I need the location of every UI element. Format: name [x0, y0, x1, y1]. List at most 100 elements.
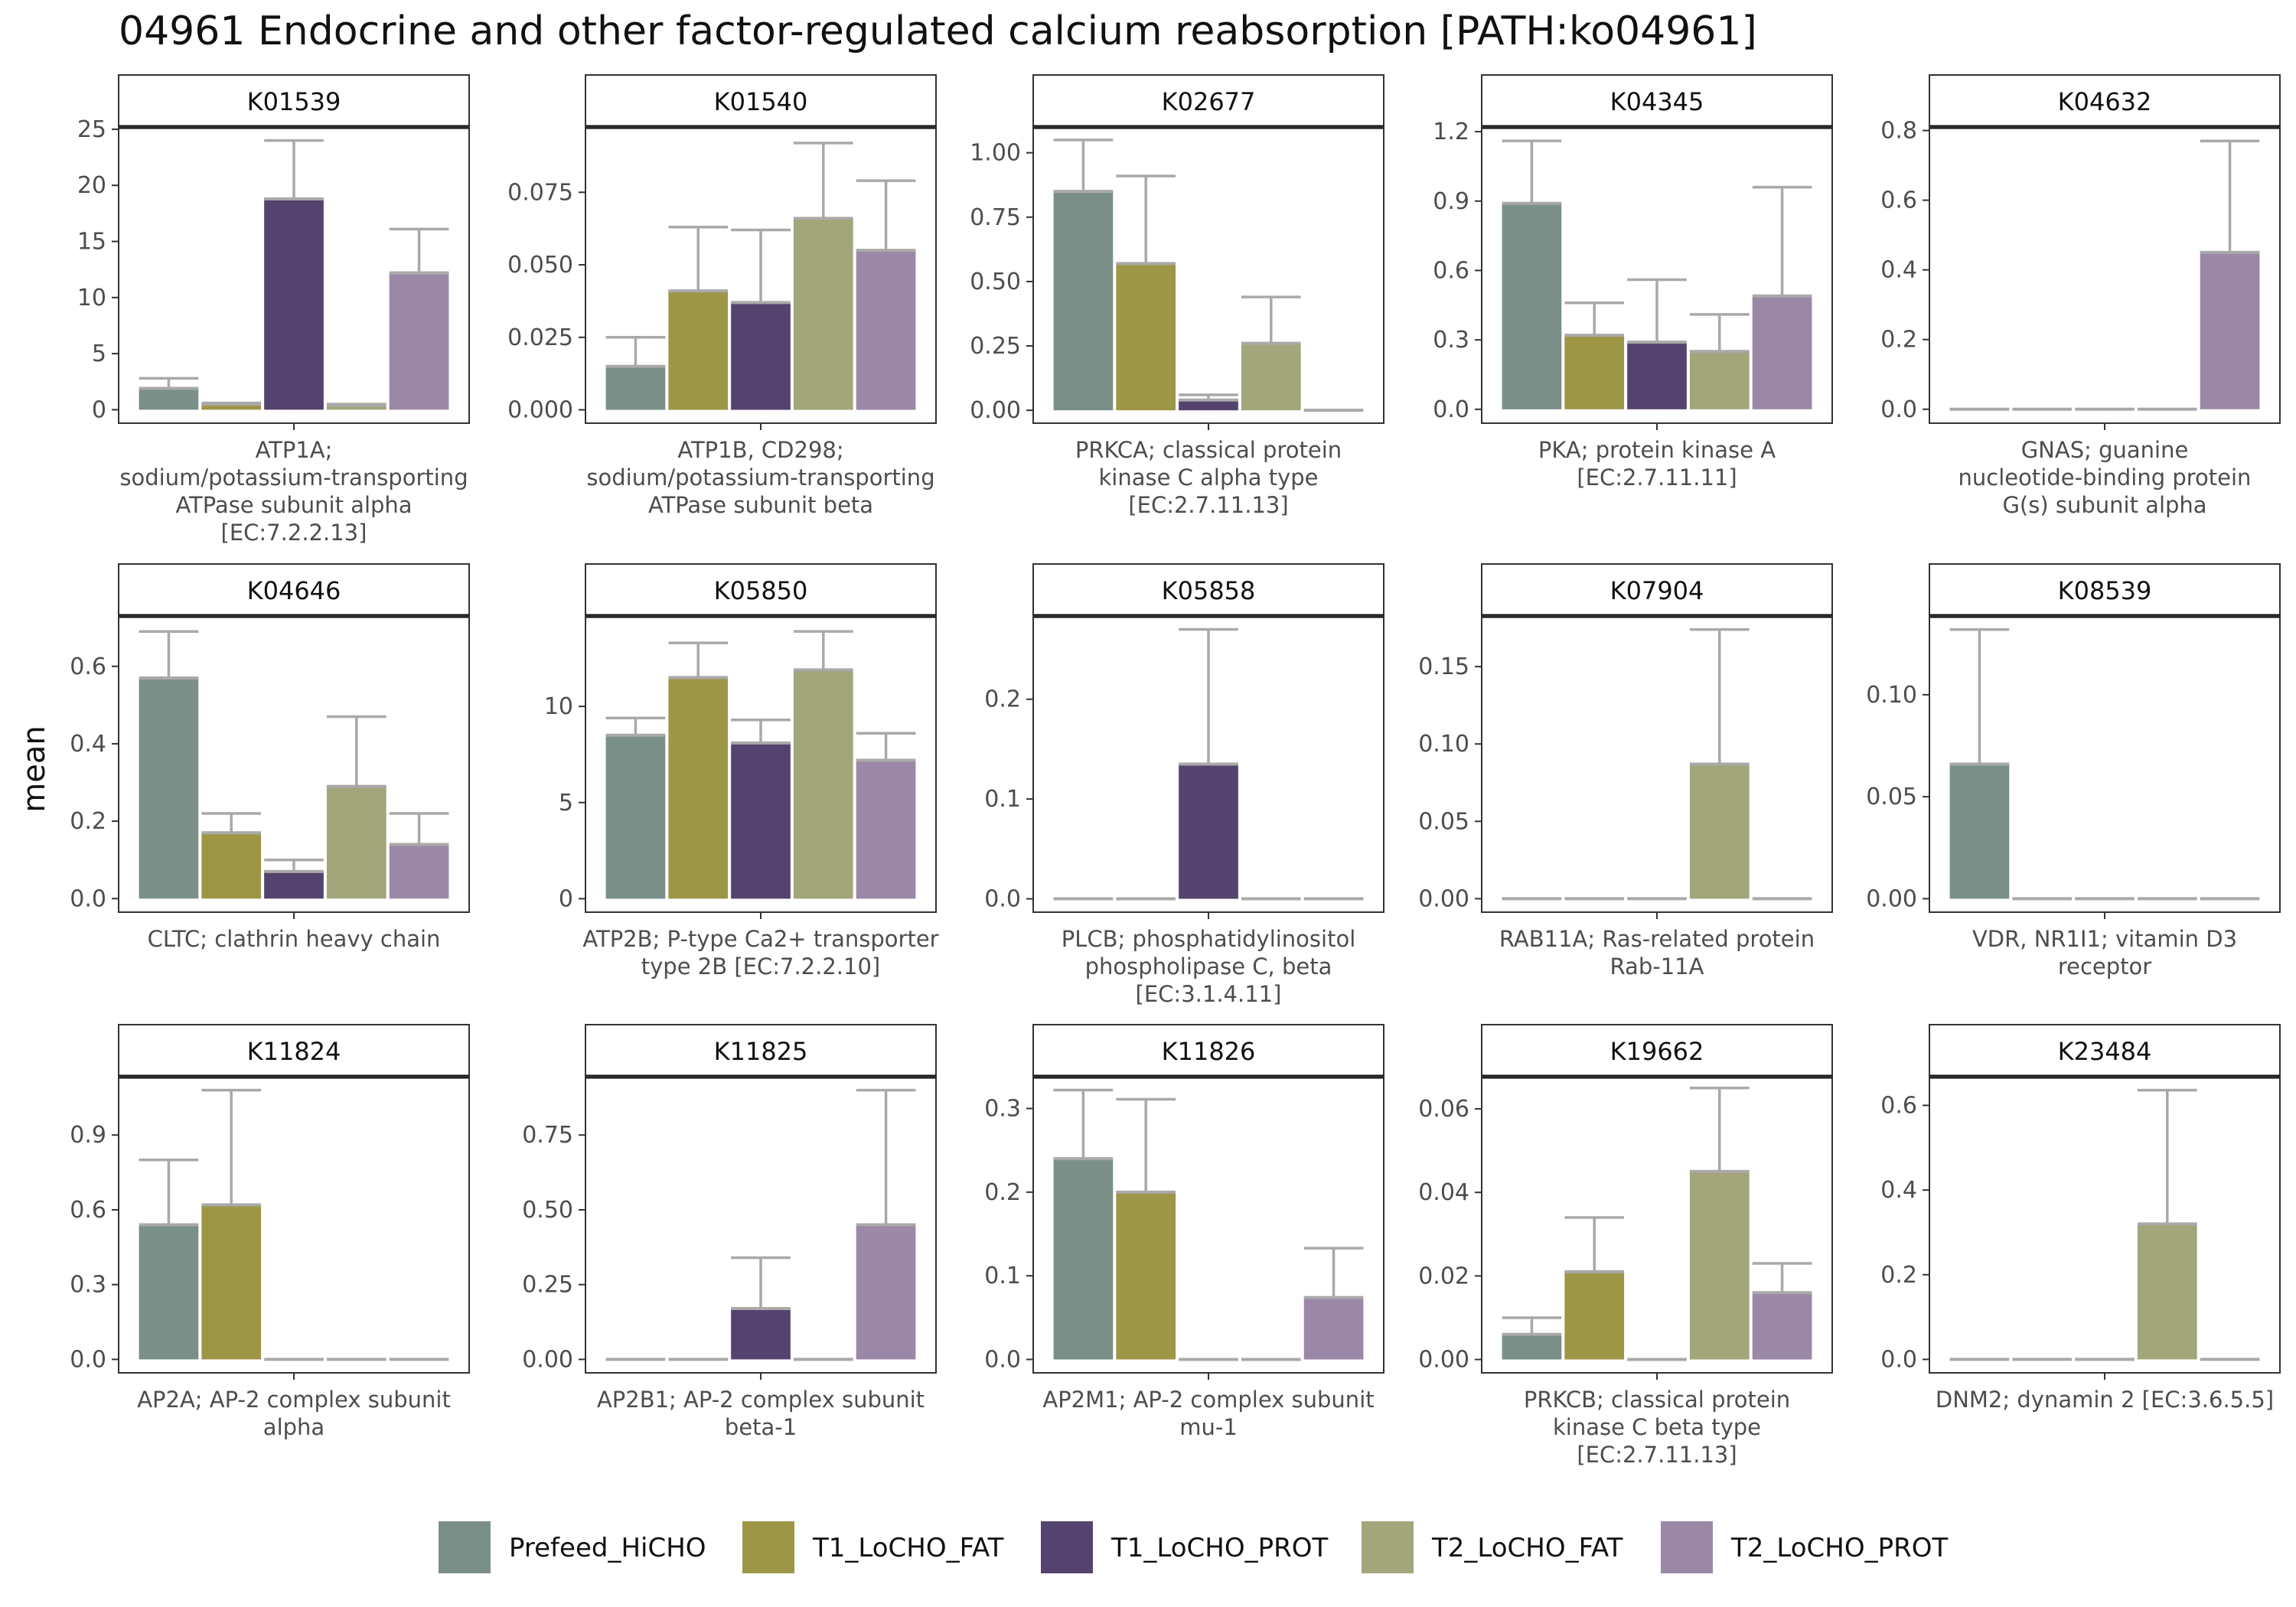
y-tick-label: 0.00 — [1418, 1347, 1469, 1374]
bar — [668, 677, 729, 899]
y-tick-label: 1.00 — [970, 140, 1021, 167]
y-tick-label: 0.0 — [70, 885, 106, 912]
bar — [1689, 764, 1750, 899]
category-label: AP2B1; AP-2 complex subunit beta-1 — [597, 1387, 925, 1440]
facet-K08539: K08539 0.00 0.05 0.10 VDR, NR1I1; vitamin D3… — [1866, 563, 2281, 980]
bar — [201, 1204, 262, 1360]
strip-box — [118, 1024, 470, 1077]
legend-item: T2_LoCHO_PROT — [1661, 1521, 1949, 1573]
bar — [1564, 335, 1625, 409]
category-label: CLTC; clathrin heavy chain — [148, 926, 441, 952]
y-tick-label: 0.15 — [1418, 654, 1469, 680]
y-tick-label: 0.04 — [1418, 1179, 1469, 1206]
y-tick-label: 0.00 — [1418, 885, 1469, 912]
y-tick-label: 0.0 — [1880, 396, 1917, 423]
strip-box — [118, 563, 470, 617]
y-tick-label: 5 — [92, 341, 106, 367]
bar — [2200, 252, 2260, 409]
y-tick-label: 0.50 — [522, 1197, 573, 1224]
legend-label: T1_LoCHO_PROT — [1110, 1533, 1329, 1563]
y-tick-label: 0.075 — [507, 179, 573, 206]
y-tick-label: 0.6 — [70, 654, 106, 680]
y-tick-label: 0.025 — [507, 324, 573, 351]
y-tick-label: 0.05 — [1418, 808, 1469, 835]
bar — [793, 670, 853, 899]
bar — [1627, 342, 1687, 409]
facet-K04345: K04345 0.0 0.3 0.6 0.9 1.2 PKA; protein kinase… — [1433, 74, 1833, 491]
y-tick-label: 0.25 — [522, 1272, 573, 1299]
y-tick-label: 0.06 — [1418, 1096, 1469, 1123]
strip-label: K11825 — [714, 1037, 808, 1066]
bar — [264, 871, 324, 899]
bar — [1949, 764, 2010, 899]
legend-label: T2_LoCHO_FAT — [1431, 1533, 1623, 1563]
bar — [1752, 295, 1812, 409]
y-tick-label: 0.9 — [70, 1122, 106, 1149]
y-tick-label: 0.2 — [70, 808, 106, 835]
bar — [1689, 351, 1750, 409]
y-tick-label: 0.3 — [70, 1272, 106, 1299]
category-label: AP2M1; AP-2 complex subunit mu-1 — [1042, 1387, 1374, 1440]
y-tick-label: 5 — [559, 790, 573, 817]
legend-swatch — [742, 1521, 794, 1573]
strip-box — [1929, 74, 2281, 128]
bar — [326, 405, 386, 410]
y-tick-label: 0.00 — [970, 397, 1021, 424]
bar — [856, 1224, 916, 1360]
y-tick-label: 0.6 — [1880, 187, 1917, 214]
y-tick-label: 0.50 — [970, 269, 1021, 295]
strip-label: K04632 — [2058, 87, 2152, 116]
facet-K01540: K01540 0.000 0.025 0.050 0.075 ATP1B, CD298; s… — [507, 74, 937, 518]
y-tick-label: 0.6 — [1433, 257, 1469, 284]
facet-K23484: K23484 0.0 0.2 0.4 0.6 DNM2; dynamin 2 [EC:3.… — [1880, 1024, 2281, 1413]
legend-swatch — [1661, 1521, 1713, 1573]
bar — [1241, 343, 1301, 411]
y-tick-label: 0.0 — [70, 1346, 106, 1373]
category-label: ATP1B, CD298; sodium/potassium-transporti… — [586, 437, 934, 518]
strip-box — [118, 74, 470, 128]
strip-label: K08539 — [2058, 576, 2152, 605]
y-tick-label: 0.1 — [984, 786, 1021, 813]
bar — [2137, 1224, 2197, 1360]
y-tick-label: 10 — [544, 693, 573, 720]
y-tick-label: 0.0 — [1880, 1346, 1917, 1373]
facet-K11825: K11825 0.00 0.25 0.50 0.75 AP2B1; AP-2 comple… — [522, 1024, 937, 1440]
bar — [1053, 1159, 1114, 1360]
strip-label: K01540 — [714, 87, 808, 116]
bar — [856, 760, 916, 899]
y-tick-label: 0.0 — [984, 1347, 1021, 1374]
y-tick-label: 0.02 — [1418, 1263, 1469, 1289]
legend-item: T2_LoCHO_FAT — [1362, 1521, 1623, 1573]
category-label: ATP2B; P-type Ca2+ transporter type 2B [E… — [582, 926, 938, 980]
strip-label: K02677 — [1162, 87, 1256, 116]
y-tick-label: 0.000 — [507, 397, 573, 424]
bar — [856, 250, 916, 410]
bar — [605, 366, 666, 410]
y-tick-label: 0.2 — [984, 1179, 1021, 1206]
strip-box — [1481, 563, 1833, 617]
category-label: RAB11A; Ras-related protein Rab-11A — [1499, 926, 1815, 980]
strip-label: K01539 — [247, 87, 341, 116]
y-tick-label: 0.1 — [984, 1263, 1021, 1289]
strip-box — [1929, 1024, 2281, 1077]
y-tick-label: 0.2 — [984, 686, 1021, 713]
bar — [201, 833, 262, 899]
bar — [605, 735, 666, 899]
bar — [1564, 1271, 1625, 1360]
legend-swatch — [1041, 1521, 1093, 1573]
y-tick-label: 0.75 — [522, 1122, 573, 1149]
legend-label: T1_LoCHO_FAT — [812, 1533, 1004, 1563]
category-label: PRKCA; classical protein kinase C alpha t… — [1075, 437, 1342, 518]
bar — [201, 404, 262, 410]
strip-label: K05858 — [1162, 576, 1256, 605]
bar — [1179, 399, 1238, 411]
bar — [389, 844, 449, 899]
y-tick-label: 0.6 — [70, 1197, 106, 1224]
strip-label: K19662 — [1610, 1037, 1704, 1066]
facet-K02677: K02677 0.00 0.25 0.50 0.75 1.00 PRKCA; classic… — [970, 74, 1384, 518]
legend-label: Prefeed_HiCHO — [509, 1533, 706, 1563]
y-tick-label: 0.05 — [1866, 784, 1917, 810]
y-tick-label: 0.00 — [522, 1346, 573, 1373]
facet-K05858: K05858 0.0 0.1 0.2 PLCB; phosphatidylinosito… — [984, 563, 1384, 1007]
